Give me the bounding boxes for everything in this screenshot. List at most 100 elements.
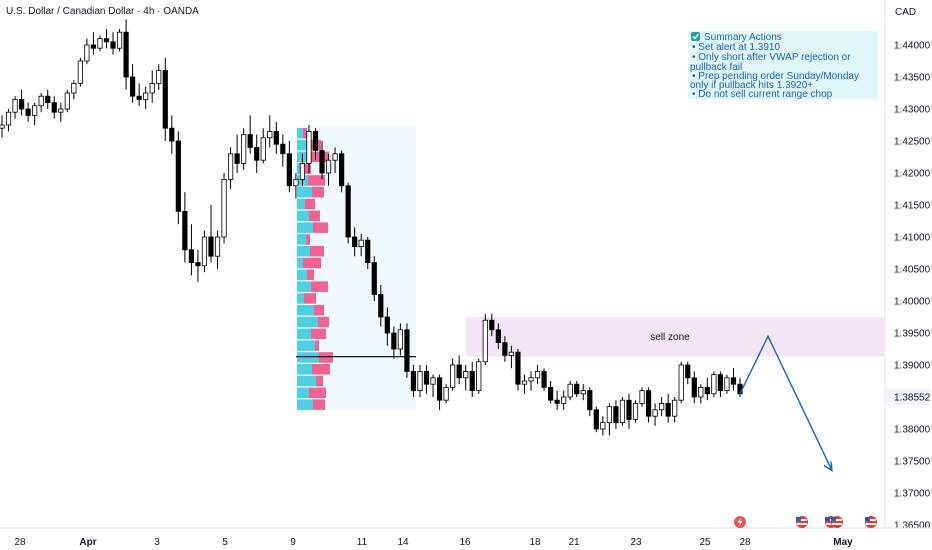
candle — [391, 326, 397, 359]
candle — [384, 307, 390, 346]
price-tick: 1.44000 — [894, 41, 931, 52]
price-tick: 1.40500 — [894, 265, 931, 276]
price-tick: 1.43500 — [894, 73, 931, 84]
price-tick: 1.39500 — [894, 329, 931, 340]
candle — [90, 32, 97, 55]
summary-line-1: • Set alert at 1.3910 — [692, 42, 780, 53]
time-tick: Apr — [79, 537, 96, 548]
candle — [567, 381, 573, 401]
candle — [469, 361, 475, 397]
time-tick: 25 — [699, 537, 711, 548]
candle — [116, 29, 123, 52]
volume-bar-up — [297, 387, 309, 399]
candle — [541, 368, 547, 391]
candle — [247, 115, 253, 154]
candle — [234, 134, 240, 173]
price-tick: 1.37500 — [894, 457, 931, 468]
candle — [417, 365, 423, 397]
candle — [404, 323, 410, 378]
candle — [495, 323, 501, 349]
candle — [652, 403, 658, 426]
volume-bar-up — [297, 281, 311, 292]
volume-bar-up — [297, 151, 311, 163]
candle — [456, 355, 462, 385]
volume-bar-down — [309, 210, 320, 222]
candle — [548, 381, 554, 404]
candle — [312, 128, 319, 161]
candle — [319, 141, 325, 180]
projection-arrow — [739, 334, 833, 472]
candle — [0, 115, 5, 138]
candle — [71, 80, 77, 100]
candle — [554, 390, 560, 410]
price-tick: 1.39000 — [894, 361, 931, 372]
volume-bar-up — [297, 305, 314, 316]
projection-arrowhead — [823, 461, 833, 472]
last-price-label: 1.38552 — [894, 393, 931, 404]
candle — [580, 384, 586, 401]
candle — [436, 374, 443, 410]
candle — [717, 371, 724, 397]
candle — [156, 64, 162, 90]
volume-bar-up — [297, 328, 311, 340]
candle — [730, 368, 737, 391]
candle — [678, 361, 684, 404]
candle — [273, 121, 279, 154]
candle — [430, 374, 436, 397]
time-tick: 28 — [14, 537, 26, 548]
time-tick: 21 — [568, 537, 580, 548]
currency-label: CAD — [895, 7, 916, 18]
candle — [515, 349, 521, 391]
sell-zone-label: sell zone — [650, 332, 690, 343]
candle — [280, 134, 286, 167]
volume-bar-down — [312, 364, 330, 375]
candle — [587, 387, 593, 417]
candle — [38, 93, 44, 113]
time-axis[interactable]: 28 Apr 3 5 9 11 14 16 18 21 23 25 28 May — [14, 537, 853, 548]
candle — [299, 153, 306, 186]
candle — [97, 35, 103, 52]
candle — [286, 141, 292, 193]
price-tick: 1.40000 — [894, 297, 931, 308]
volume-bar-up — [297, 269, 307, 281]
volume-bar-down — [313, 399, 325, 410]
candle — [352, 227, 358, 257]
candle — [5, 109, 12, 132]
volume-bar-down — [305, 198, 315, 210]
time-tick: 16 — [459, 537, 471, 548]
price-tick: 1.42000 — [894, 169, 931, 180]
candles-layer — [0, 19, 743, 436]
price-axis[interactable]: 1.36500 1.37000 1.37500 1.38000 1.38552 1.390… — [886, 41, 931, 532]
volume-bar-up — [297, 198, 305, 210]
candle — [175, 131, 181, 225]
candle — [593, 406, 599, 433]
time-tick: 5 — [222, 537, 228, 548]
candle — [12, 96, 18, 119]
volume-bar-down — [318, 316, 329, 328]
candle — [267, 115, 273, 148]
candle — [18, 89, 25, 116]
volume-bar-down — [309, 387, 326, 399]
candle — [632, 400, 639, 423]
volume-bar-down — [307, 269, 314, 281]
volume-bar-up — [297, 222, 313, 233]
candle — [476, 358, 482, 394]
candle — [143, 86, 149, 109]
volume-bar-down — [310, 246, 324, 257]
volume-bar-up — [297, 364, 312, 375]
summary-line-2: • Only short after VWAP rejection or — [692, 52, 851, 63]
candle — [136, 83, 142, 106]
candle — [123, 19, 129, 90]
price-tick: 1.42500 — [894, 137, 931, 148]
candle — [613, 400, 619, 429]
candle — [685, 361, 691, 385]
candle — [619, 397, 626, 426]
candle — [306, 125, 312, 173]
time-tick: 11 — [357, 537, 368, 548]
candle — [241, 128, 247, 170]
volume-bar-down — [303, 257, 321, 269]
candle — [397, 323, 403, 356]
candle — [704, 377, 710, 401]
candle — [221, 173, 227, 244]
